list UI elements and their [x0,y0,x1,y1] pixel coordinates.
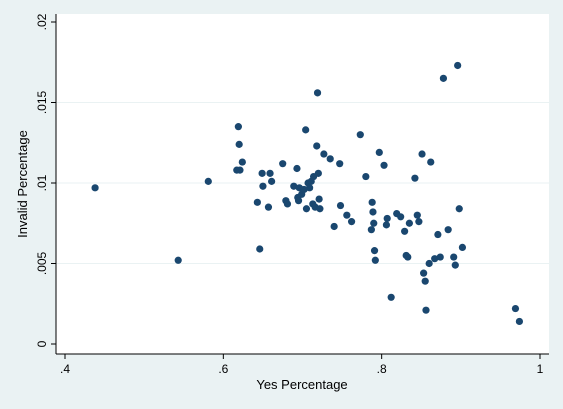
data-point [204,177,212,185]
data-point [401,227,409,235]
y-tick-label: .005 [35,251,49,275]
data-point [268,177,276,185]
data-point [302,205,311,213]
data-point [415,218,423,226]
data-point [330,222,338,231]
data-point [313,89,322,97]
y-axis-title: Invalid Percentage [15,130,30,238]
data-point [369,208,377,216]
data-point [382,221,391,229]
data-point [320,150,328,158]
data-point [439,74,448,82]
data-point [434,230,442,239]
data-point [313,142,321,150]
data-point [236,166,244,174]
grid-lines [56,102,549,264]
data-point [234,123,242,131]
data-point [315,195,323,203]
data-point [450,253,458,261]
x-tick-label: .4 [60,362,70,376]
data-point [362,172,370,181]
data-point [454,61,462,70]
data-point [455,205,463,213]
data-point [436,253,444,261]
data-point [380,161,388,169]
data-point [411,174,419,182]
data-point [91,184,99,192]
x-axis-title: Yes Percentage [256,377,347,392]
data-point [266,169,274,177]
data-point [368,198,376,206]
data-point [515,317,524,326]
data-point [375,148,383,157]
data-point [347,218,356,226]
data-point [326,155,334,163]
data-point [425,259,433,268]
x-tick-label: .6 [218,362,228,376]
data-point [283,200,292,208]
data-point [253,198,261,206]
data-point [235,140,243,148]
data-point [293,164,301,173]
data-point [279,160,287,168]
data-point [343,211,351,219]
data-point [306,184,314,192]
data-point [404,253,412,261]
data-point [370,247,379,255]
data-point [444,226,452,234]
data-point [367,226,375,234]
data-point [238,158,246,166]
data-point [290,182,298,190]
data-point [420,269,428,277]
data-point [336,201,345,210]
data-point [427,158,435,166]
data-point [336,160,344,168]
data-point [431,255,439,263]
data-point [383,214,391,223]
data-point [511,304,520,313]
data-point [316,205,324,213]
data-point [264,203,273,211]
data-point [370,219,378,227]
data-point [314,169,322,177]
data-point [258,169,266,177]
data-point [413,211,421,219]
data-points [91,61,524,326]
data-point [356,131,364,139]
data-point [458,243,467,251]
data-point [405,219,413,227]
data-point [302,126,310,134]
x-tick-label: .8 [377,362,387,376]
data-point [371,256,379,264]
data-point [256,245,264,253]
data-point [451,261,459,269]
data-point [300,185,308,194]
y-tick-label: .02 [35,13,49,30]
data-point [294,197,303,205]
data-point [422,306,430,314]
x-tick-label: 1 [537,362,544,376]
data-point [387,293,395,301]
data-point [418,150,426,158]
plot-area [56,14,549,354]
data-point [174,256,182,264]
axis-ticks: 0 .005 .01 .015 .02 .4 .6 .8 1 [35,13,544,376]
y-tick-label: 0 [35,340,49,347]
data-point [397,213,405,221]
data-point [259,182,267,190]
y-tick-label: .01 [35,174,49,191]
data-point [421,277,429,285]
y-tick-label: .015 [35,90,49,114]
